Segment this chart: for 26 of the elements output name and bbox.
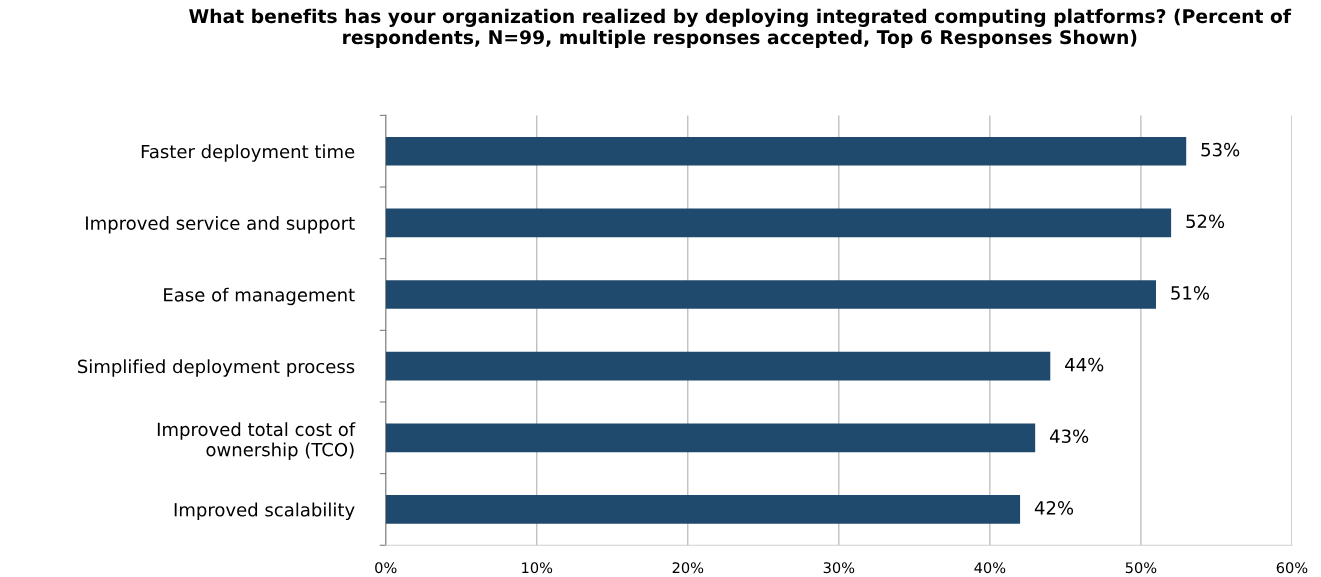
x-tick-label: 20% xyxy=(672,562,704,574)
x-tick-label: 30% xyxy=(823,562,855,574)
x-tick-label: 50% xyxy=(1125,562,1157,574)
data-label: 44% xyxy=(1065,357,1104,372)
data-label: 42% xyxy=(1034,501,1074,515)
bar xyxy=(385,208,1172,238)
y-tick-label: Improved total cost of ownership (TCO) xyxy=(157,422,356,460)
chart-title: What benefits has your organization realized by deploying integrated computing platforms? (Percent of respondents, N=99, multiple responses accepted, Top 6 Responses Shown) xyxy=(189,8,1292,48)
data-label: 43% xyxy=(1049,429,1089,444)
bar xyxy=(385,495,1021,524)
y-tick-label: Improved scalability xyxy=(174,502,355,521)
bar xyxy=(385,423,1036,453)
y-tick-label: Simplified deployment process xyxy=(78,359,355,377)
bar xyxy=(385,351,1051,381)
bar xyxy=(385,280,1157,309)
y-tick-label: Improved service and support xyxy=(86,216,355,234)
y-tick-label: Ease of management xyxy=(164,287,355,306)
data-label: 53% xyxy=(1201,142,1240,157)
bar xyxy=(385,136,1187,166)
data-label: 51% xyxy=(1171,286,1210,300)
data-label: 52% xyxy=(1186,214,1225,229)
x-tick-label: 40% xyxy=(974,562,1006,574)
x-tick-label: 0% xyxy=(375,562,397,574)
x-tick-label: 60% xyxy=(1276,562,1308,574)
x-tick-label: 10% xyxy=(522,562,553,574)
y-tick-label: Faster deployment time xyxy=(141,144,355,162)
